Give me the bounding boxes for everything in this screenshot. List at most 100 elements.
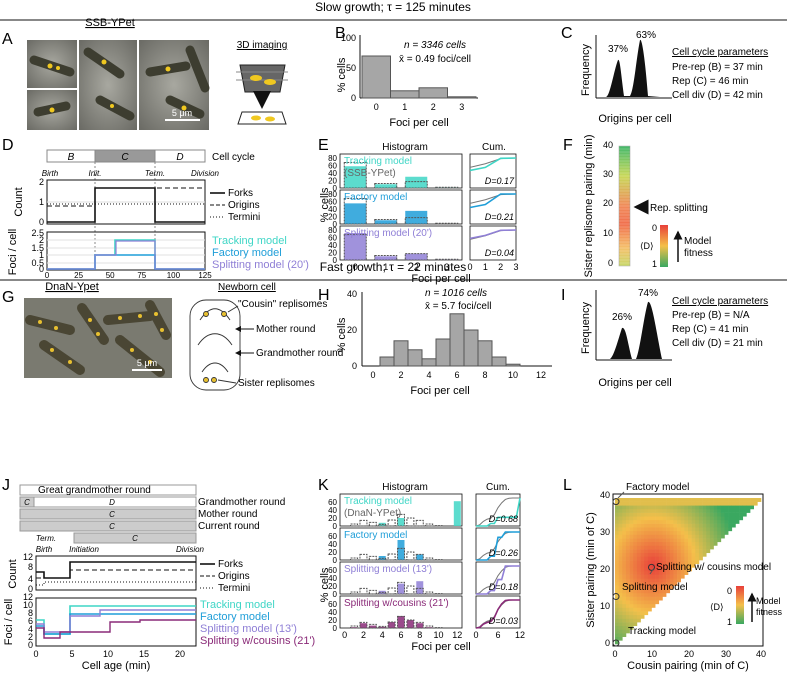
heatmap-cell — [680, 567, 685, 572]
tick-label: 6 — [495, 630, 500, 640]
heatmap-cell — [753, 498, 758, 502]
heatmap-cell — [702, 523, 707, 528]
heatmap-cell — [666, 563, 671, 568]
model-bar — [453, 501, 461, 526]
heatmap-cell — [633, 501, 638, 506]
heatmap-cell — [742, 508, 747, 513]
heatmap-cell — [750, 505, 754, 510]
heatmap-cell — [622, 625, 627, 630]
observed-bar — [368, 521, 377, 527]
panel-b: % cells 0 1 2 3 0 50 100 n = 3346 cells x̄ = 0… — [336, 33, 478, 129]
heatmap-cell — [625, 592, 630, 597]
heatmap-cell — [673, 519, 678, 524]
heatmap-cell — [753, 501, 758, 506]
heatmap-cell — [669, 505, 674, 510]
heatmap-cell — [717, 527, 722, 532]
heatmap-cell — [629, 607, 634, 612]
heatmap-cell — [622, 545, 627, 550]
heatmap-cell — [625, 545, 630, 550]
heatmap-cell — [640, 607, 645, 612]
heatmap-cell — [677, 571, 681, 575]
heatmap-cell — [622, 563, 627, 568]
heatmap-cell — [655, 512, 660, 517]
tick-label: 30 — [600, 527, 610, 537]
tick-label: 8 — [482, 370, 487, 380]
axis-label-y: % cells — [336, 57, 348, 92]
heatmap-cell — [684, 549, 689, 554]
heatmap-cell — [688, 552, 692, 557]
heatmap-cell — [633, 589, 638, 594]
heatmap-cell — [647, 578, 652, 583]
heatmap-cell — [709, 538, 714, 543]
tick-label: 40 — [328, 574, 337, 583]
heatmap-cell — [673, 574, 678, 579]
heatmap-cell — [688, 508, 692, 513]
heatmap-cell — [698, 556, 703, 561]
tick-label: 0 — [28, 584, 33, 594]
heatmap-cell — [673, 571, 678, 575]
heatmap-cell — [684, 512, 689, 517]
heatmap-cell — [720, 519, 725, 524]
heatmap-cell — [636, 574, 641, 579]
heatmap-cell — [644, 498, 649, 502]
heatmap-cell — [625, 498, 630, 502]
histogram-bar — [421, 358, 437, 367]
heatmap-cell — [651, 545, 656, 550]
heatmap-cell — [720, 527, 725, 532]
heatmap-cell — [629, 527, 634, 532]
heatmap-cell — [651, 512, 656, 517]
heatmap-cell — [655, 596, 660, 601]
heatmap-cell — [629, 578, 634, 583]
heatmap-cell — [658, 563, 663, 568]
heatmap-cell — [651, 501, 656, 506]
heatmap-cell — [698, 516, 703, 521]
heatmap-cell — [618, 618, 623, 623]
heatmap-cell — [629, 618, 634, 623]
heatmap-cell — [662, 501, 667, 506]
heatmap-cell — [684, 523, 689, 528]
heatmap-cell — [647, 501, 652, 506]
panel-g-title: DnaN-Ypet — [45, 281, 99, 293]
heatmap-cell — [644, 611, 649, 616]
heatmap-cell — [636, 611, 641, 616]
heatmap-cell — [640, 505, 645, 510]
heatmap-cell — [636, 501, 641, 506]
heatmap-cell — [618, 636, 623, 641]
heatmap-cell — [658, 578, 663, 583]
observed-bar — [406, 585, 415, 595]
heatmap-cell — [669, 516, 674, 521]
heatmap-cell — [618, 501, 623, 506]
origins-line — [36, 569, 196, 579]
heatmap-cell — [622, 519, 627, 524]
model-label: Factory model — [626, 482, 689, 493]
heatmap-cell — [709, 512, 714, 517]
splitting-line — [36, 609, 196, 633]
heatmap-cell — [666, 571, 671, 575]
event-label: Term. — [145, 169, 165, 178]
heatmap-cell — [655, 600, 660, 605]
heatmap-cell — [658, 519, 663, 524]
heatmap-cell — [640, 530, 645, 535]
heatmap-cell — [684, 545, 689, 550]
heatmap-cell — [636, 552, 641, 557]
heatmap-cell — [644, 545, 649, 550]
heatmap-cell — [640, 534, 645, 539]
tick-label: 100 — [341, 33, 356, 43]
legend-tick: 0 — [727, 586, 732, 596]
heatmap-cell — [622, 560, 627, 564]
heatmap-cell — [651, 585, 656, 590]
diagram-label: "Cousin" replisomes — [238, 299, 327, 310]
heatmap-cell — [691, 501, 696, 506]
heatmap-cell — [728, 498, 733, 502]
event-label: Birth — [42, 169, 59, 178]
heatmap-cell — [669, 574, 674, 579]
heatmap-cell — [651, 541, 656, 546]
heatmap-cell — [633, 574, 638, 579]
heatmap-cell — [724, 530, 729, 535]
heatmap-cell — [615, 618, 619, 623]
model-label: Splitting model (20') — [344, 228, 432, 239]
heatmap-cell — [640, 563, 645, 568]
heatmap-cell — [669, 534, 674, 539]
heatmap-cell — [622, 622, 627, 627]
heatmap-cell — [633, 523, 638, 528]
